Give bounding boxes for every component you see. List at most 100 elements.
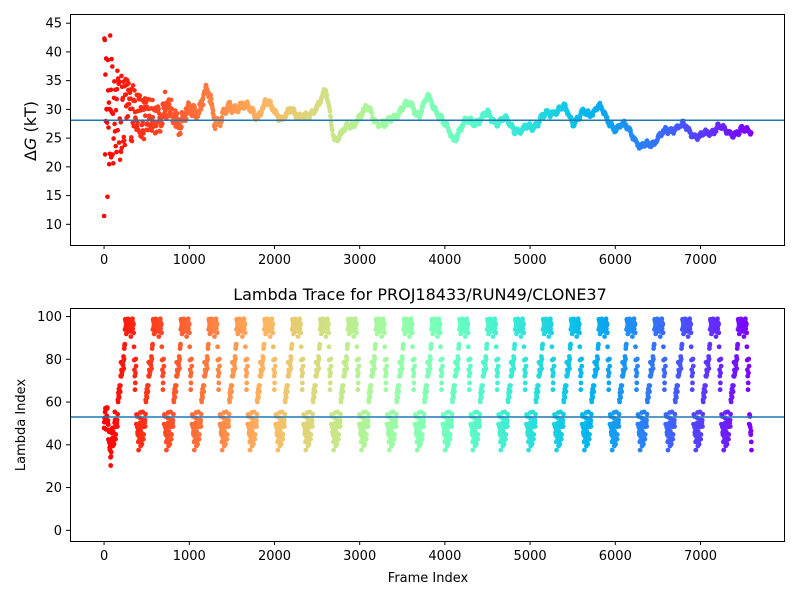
- top-data-point: [126, 101, 132, 107]
- bottom-data-point: [171, 411, 176, 417]
- bottom-data-point: [303, 447, 309, 453]
- top-x-tick-label: 7000: [684, 253, 717, 268]
- bottom-data-point: [447, 432, 453, 437]
- bottom-data-point: [650, 366, 656, 371]
- bottom-data-point: [160, 380, 166, 386]
- bottom-data-point: [122, 341, 128, 347]
- bottom-data-point: [108, 449, 114, 455]
- bottom-data-point: [365, 417, 371, 423]
- bottom-data-point: [198, 417, 204, 423]
- bottom-data-point: [511, 366, 517, 371]
- bottom-data-point: [184, 334, 190, 339]
- bottom-chart: Lambda Trace for PROJ18433/RUN49/CLONE37…: [14, 285, 785, 586]
- bottom-data-point: [116, 395, 122, 400]
- bottom-data-point: [243, 344, 248, 350]
- bottom-data-point: [159, 330, 165, 336]
- top-y-tick-label: 40: [45, 45, 62, 60]
- bottom-data-point: [226, 417, 232, 423]
- bottom-data-point: [588, 424, 594, 429]
- top-x-tick-label: 2000: [258, 253, 291, 268]
- bottom-data-point: [633, 344, 638, 350]
- bottom-data-point: [161, 370, 166, 376]
- bottom-data-point: [493, 321, 499, 327]
- bottom-data-point: [298, 321, 303, 327]
- top-data-point: [117, 79, 122, 85]
- bottom-data-point: [111, 441, 117, 447]
- bottom-data-point: [678, 366, 684, 371]
- bottom-data-point: [631, 316, 637, 322]
- bottom-data-point: [257, 389, 262, 395]
- bottom-data-point: [212, 334, 217, 339]
- bottom-data-point: [672, 411, 678, 417]
- bottom-data-point: [744, 330, 750, 336]
- bottom-data-point: [363, 436, 369, 442]
- bottom-data-point: [384, 363, 390, 369]
- bottom-data-point: [393, 411, 399, 417]
- bottom-data-point: [577, 344, 583, 350]
- bottom-data-point: [186, 326, 191, 332]
- bottom-data-point: [356, 356, 362, 362]
- top-y-axis: 10 15 20 25 30 35 40 45: [45, 17, 70, 233]
- bottom-data-point: [511, 356, 517, 362]
- bottom-data-point: [197, 432, 202, 437]
- bottom-y-tick-label: 60: [45, 396, 62, 411]
- bottom-data-point: [536, 383, 541, 388]
- bottom-data-point: [665, 447, 671, 453]
- bottom-data-point: [715, 316, 720, 322]
- top-data-point: [121, 138, 127, 143]
- bottom-data-point: [702, 389, 708, 395]
- bottom-data-point: [282, 399, 288, 405]
- bottom-data-point: [328, 363, 334, 369]
- bottom-data-point: [226, 411, 232, 417]
- bottom-data-point: [560, 417, 566, 423]
- top-data-point: [113, 107, 119, 113]
- bottom-x-tick-label: 1000: [173, 549, 206, 564]
- bottom-data-point: [495, 363, 501, 369]
- bottom-data-point: [495, 356, 501, 362]
- bottom-data-point: [132, 387, 138, 393]
- bottom-data-point: [647, 383, 653, 388]
- top-data-point: [198, 107, 204, 112]
- bottom-data-point: [718, 356, 724, 362]
- bottom-data-point: [561, 399, 567, 405]
- bottom-data-point: [189, 356, 194, 362]
- bottom-data-point: [189, 363, 195, 369]
- top-data-point: [119, 73, 124, 79]
- bottom-data-point: [634, 370, 640, 376]
- bottom-data-point: [687, 316, 693, 322]
- bottom-data-point: [634, 356, 640, 362]
- bottom-data-point: [326, 344, 332, 350]
- bottom-data-point: [381, 321, 387, 327]
- top-data-point: [111, 161, 116, 166]
- bottom-data-point: [576, 321, 582, 327]
- bottom-data-point: [310, 424, 315, 429]
- bottom-data-point: [748, 428, 754, 434]
- top-chart: 0 1000 2000 3000 4000 5000 6000 7000 10 15 20 25 30…: [21, 14, 785, 268]
- bottom-data-point: [213, 316, 219, 322]
- bottom-data-point: [567, 356, 573, 362]
- bottom-data-point: [114, 417, 120, 423]
- bottom-data-point: [118, 383, 123, 388]
- bottom-data-point: [355, 380, 361, 386]
- bottom-x-tick-label: 6000: [599, 549, 632, 564]
- bottom-data-point: [535, 389, 541, 395]
- bottom-data-point: [244, 380, 250, 386]
- bottom-x-tick-label: 4000: [428, 549, 461, 564]
- bottom-data-point: [616, 417, 621, 423]
- bottom-data-point: [607, 363, 613, 369]
- bottom-data-point: [546, 334, 552, 339]
- bottom-data-point: [224, 432, 230, 437]
- top-data-point: [486, 109, 492, 114]
- top-data-point: [103, 72, 108, 77]
- bottom-data-point: [503, 436, 508, 442]
- bottom-data-point: [618, 395, 624, 400]
- bottom-data-point: [563, 389, 569, 395]
- bottom-data-point: [729, 395, 735, 400]
- bottom-data-point: [696, 441, 702, 447]
- bottom-data-point: [251, 441, 256, 447]
- bottom-data-point: [743, 316, 748, 322]
- bottom-data-point: [133, 370, 138, 376]
- bottom-data-point: [229, 383, 235, 388]
- bottom-data-point: [419, 436, 425, 442]
- bottom-data-point: [551, 370, 556, 376]
